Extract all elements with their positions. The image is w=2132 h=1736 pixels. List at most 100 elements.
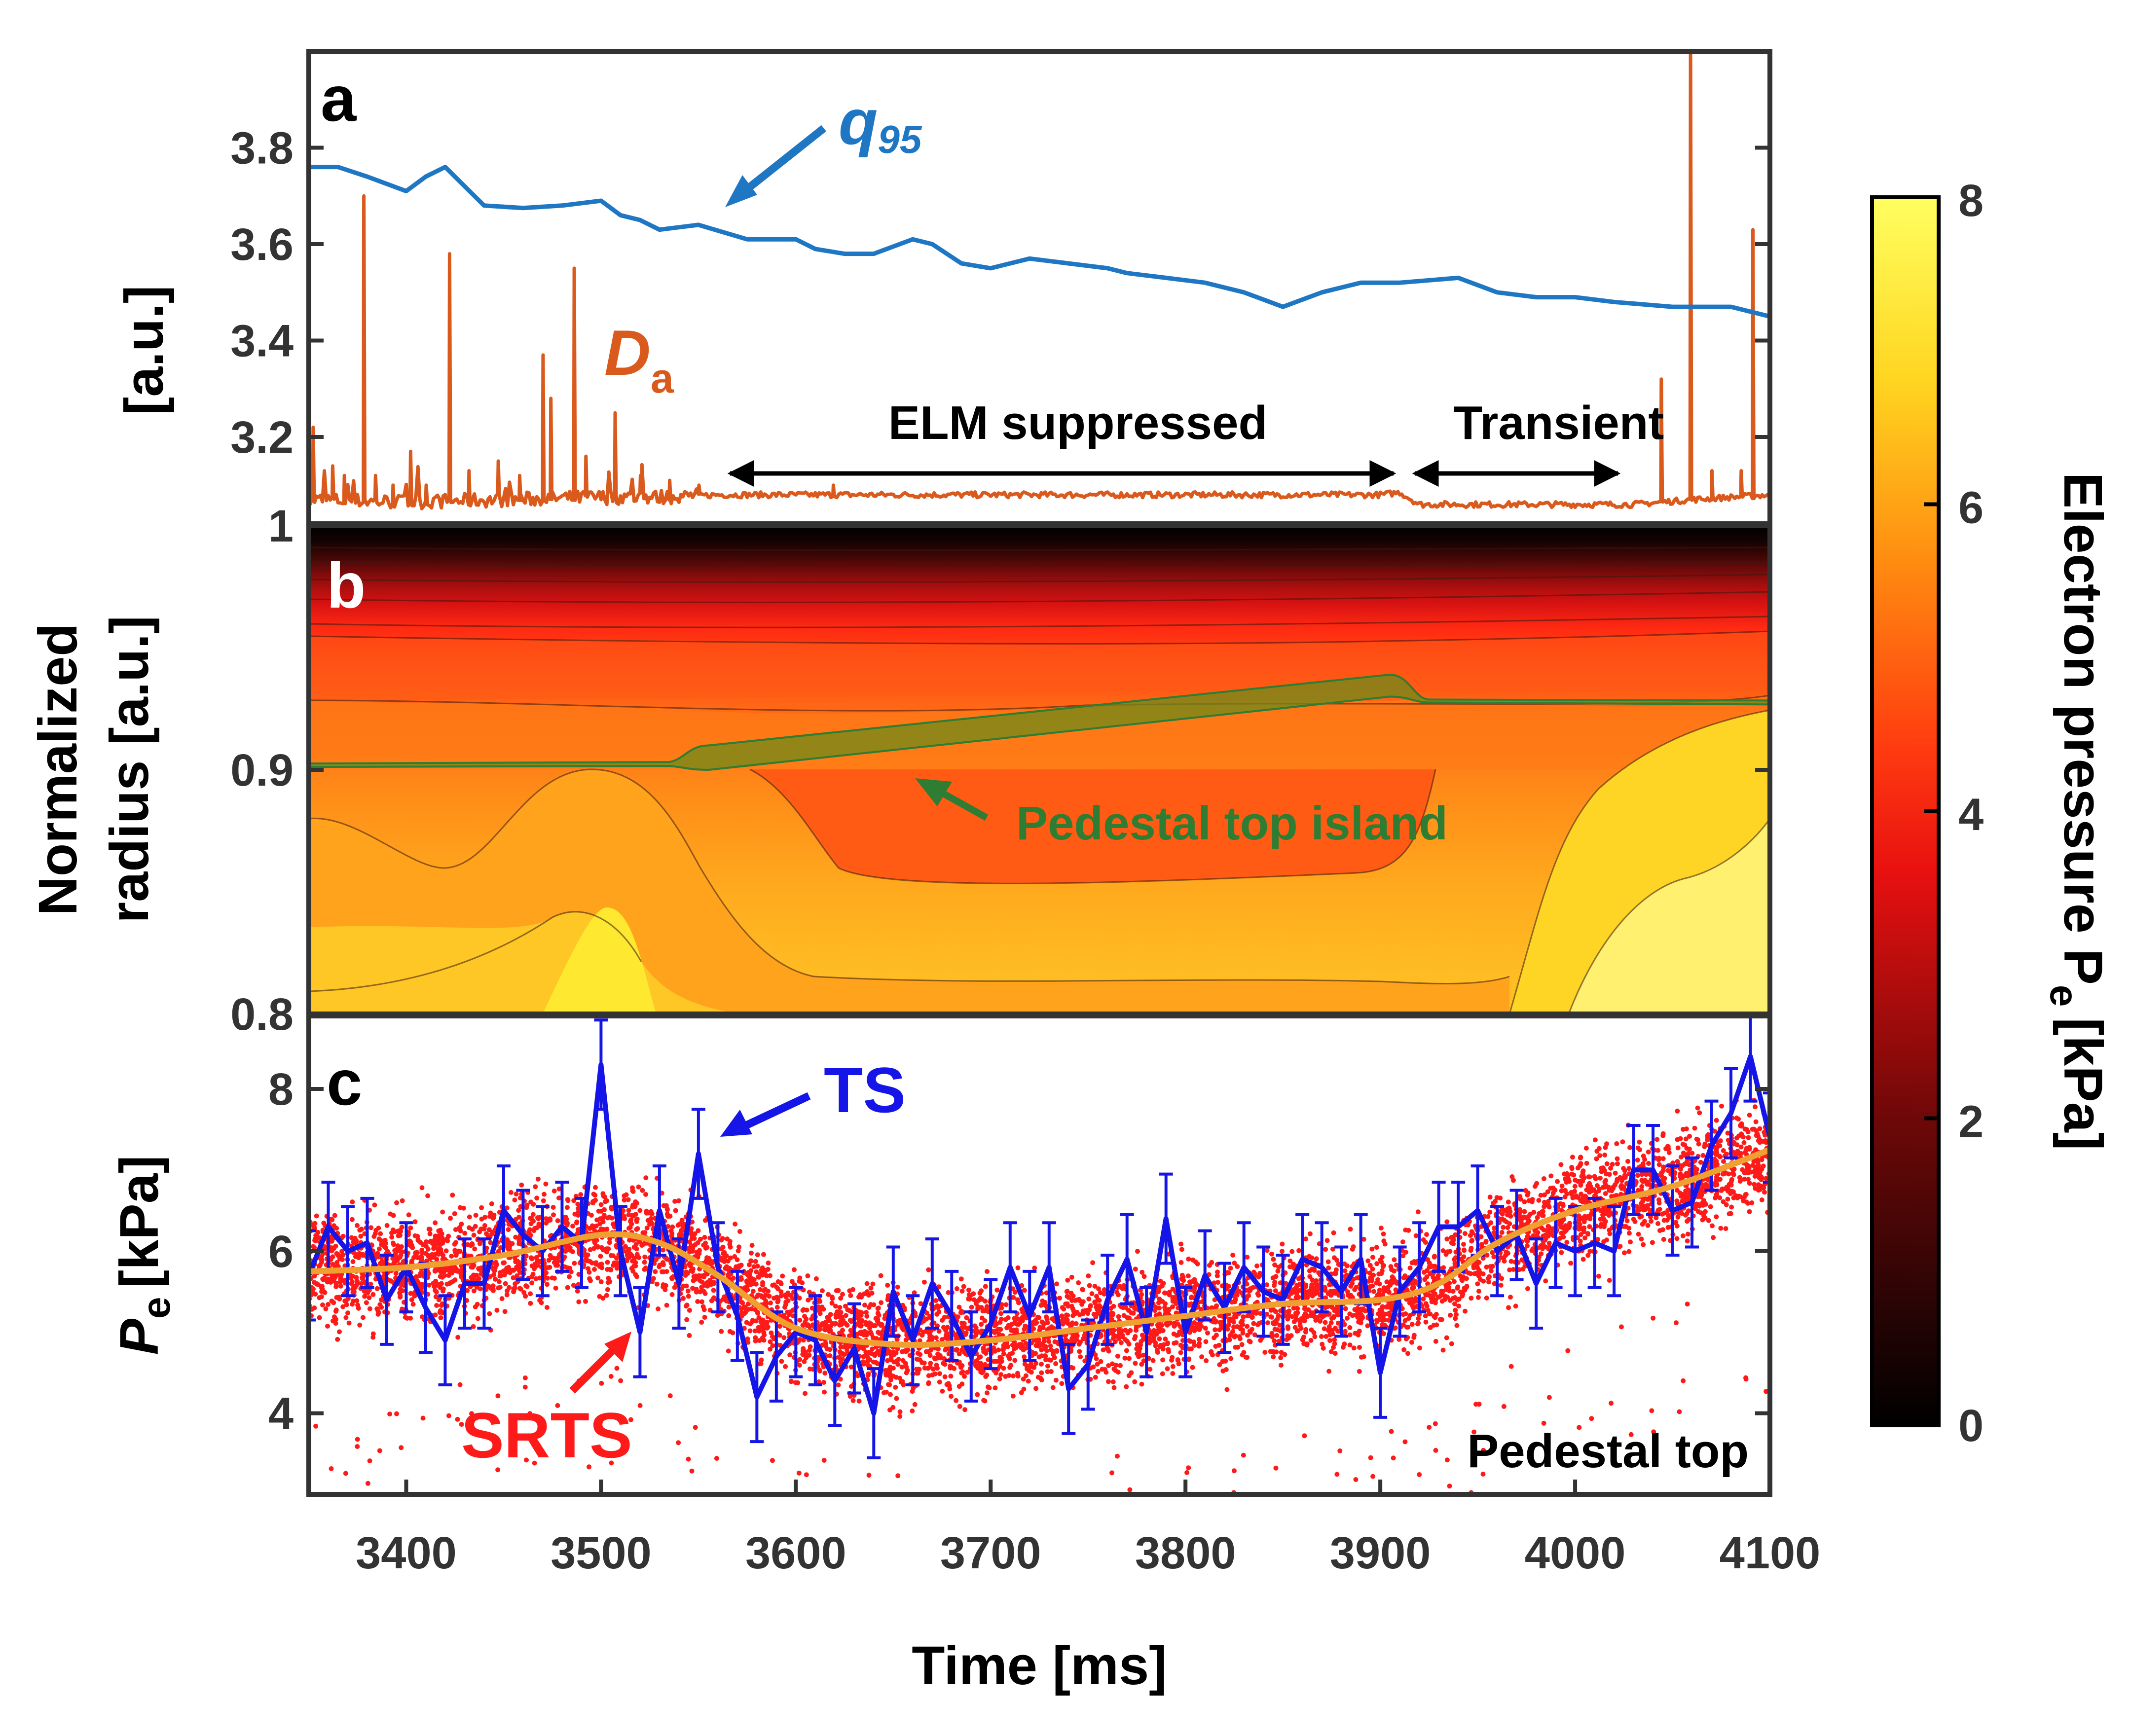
srts-point [1687,1134,1692,1139]
srts-point [544,1221,549,1226]
srts-point [1233,1297,1238,1302]
srts-point [709,1282,714,1287]
srts-point [332,1213,337,1218]
srts-point [1581,1225,1587,1230]
srts-point [399,1445,404,1450]
panel-a-y-label: [a.u.] [114,286,175,415]
srts-point [1417,1345,1422,1351]
srts-point [1178,1350,1183,1355]
srts-point [628,1219,633,1224]
srts-point [789,1279,795,1284]
srts-point [816,1379,821,1384]
srts-point [860,1359,866,1365]
srts-point [433,1312,438,1318]
srts-point [808,1344,813,1349]
srts-point [1559,1230,1565,1236]
srts-point [359,1227,364,1232]
srts-point [1076,1341,1082,1347]
srts-point [760,1317,766,1323]
srts-point [608,1374,614,1379]
srts-point [1655,1221,1660,1226]
srts-point [524,1457,529,1463]
srts-point [406,1212,411,1218]
srts-point [843,1313,848,1318]
srts-point [522,1384,528,1390]
srts-point [822,1389,827,1395]
srts-point [711,1288,716,1293]
srts-point [1719,1103,1724,1109]
srts-point [1675,1214,1681,1220]
srts-point [1323,1320,1328,1325]
srts-point [1578,1238,1583,1244]
srts-point [1423,1319,1429,1325]
srts-point [1626,1166,1632,1171]
srts-point [745,1336,750,1341]
srts-point [1736,1133,1741,1139]
srts-point [551,1205,556,1210]
srts-point [828,1312,833,1317]
srts-point [1227,1316,1232,1322]
srts-point [1578,1232,1583,1237]
srts-point [605,1287,610,1292]
srts-point [1555,1179,1560,1184]
srts-point [1139,1381,1144,1387]
srts-point [1505,1225,1510,1230]
srts-point [1718,1177,1723,1182]
srts-point [1114,1290,1119,1295]
srts-point [888,1392,893,1397]
srts-point [759,1267,764,1273]
srts-point [1313,1318,1319,1323]
srts-point [836,1382,841,1388]
srts-point [1670,1160,1676,1166]
srts-point [912,1402,918,1407]
srts-point [1762,1190,1767,1195]
srts-point [622,1197,627,1203]
srts-point [1109,1470,1114,1476]
srts-point [904,1364,909,1370]
srts-point [1721,1199,1726,1204]
srts-point [959,1370,964,1375]
srts-point [1579,1192,1584,1197]
srts-point [355,1302,361,1308]
srts-point [701,1289,706,1294]
srts-point [1053,1377,1059,1383]
srts-point [1594,1149,1600,1154]
srts-point [1492,1226,1497,1231]
srts-point [856,1398,862,1404]
srts-point [598,1279,604,1284]
srts-point [1135,1249,1140,1254]
srts-point [1675,1108,1680,1114]
srts-point [636,1255,641,1260]
srts-point [1032,1266,1037,1271]
srts-point [966,1292,972,1298]
srts-point [378,1238,384,1243]
srts-point [1458,1289,1463,1295]
srts-point [827,1353,833,1358]
srts-point [1233,1314,1239,1320]
srts-point [1747,1209,1752,1214]
srts-point [1656,1197,1661,1202]
srts-point [317,1315,322,1320]
srts-point [484,1231,489,1236]
srts-point [1661,1218,1667,1223]
srts-point [1277,1322,1283,1328]
srts-point [866,1473,872,1478]
srts-point [384,1223,390,1228]
srts-point [1323,1334,1329,1339]
srts-point [1649,1408,1654,1413]
srts-point [349,1217,355,1222]
srts-point [1095,1362,1100,1367]
srts-point [981,1349,987,1354]
srts-point [1312,1334,1318,1339]
srts-point [748,1321,753,1327]
srts-point [381,1497,386,1502]
panel-b: 0.80.91 b Normalized radius [a.u.] Pedes… [28,501,1772,1040]
srts-point [1685,1302,1690,1307]
srts-point [787,1352,793,1358]
srts-point [797,1363,802,1368]
srts-point [992,1385,998,1391]
srts-point [604,1293,609,1298]
srts-point [367,1306,372,1311]
srts-point [775,1299,780,1304]
srts-point [1719,1188,1724,1193]
